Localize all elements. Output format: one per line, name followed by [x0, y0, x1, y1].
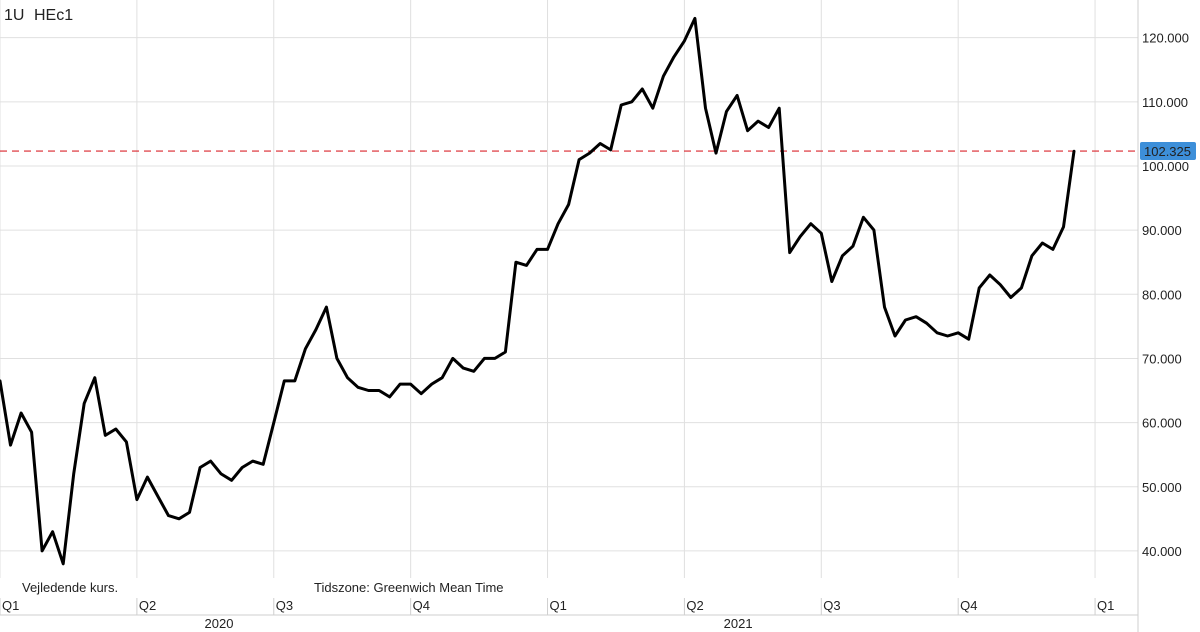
y-tick-label: 110.000 — [1142, 95, 1188, 110]
horizontal-gridlines — [0, 37, 1138, 552]
year-label: 2021 — [724, 616, 753, 631]
year-label: 2020 — [205, 616, 234, 631]
quarter-label: Q1 — [550, 598, 567, 613]
y-tick-label: 40.000 — [1142, 544, 1182, 559]
last-price-label: 102.325 — [1144, 144, 1191, 159]
period-label: 1U — [4, 7, 24, 24]
last-price-badge — [1140, 142, 1196, 161]
quarter-label: Q4 — [413, 598, 430, 613]
year-tick-labels: 202020212022 — [205, 616, 753, 631]
y-tick-label: 50.000 — [1142, 480, 1182, 495]
y-tick-label: 70.000 — [1142, 351, 1182, 366]
y-tick-label: 100.000 — [1142, 159, 1189, 174]
quarter-label: Q3 — [823, 598, 840, 613]
quarter-label: Q3 — [276, 598, 293, 613]
y-tick-label: 120.000 — [1142, 31, 1189, 46]
y-tick-label: 60.000 — [1142, 416, 1182, 431]
quarter-tick-labels: Q1 Q2 Q3 Q4 Q1 Q2 Q3 Q4 Q1 — [2, 598, 1114, 613]
vertical-gridlines — [0, 0, 1096, 615]
series-line — [0, 16, 1076, 566]
quarter-label: Q2 — [686, 598, 703, 613]
quarter-label: Q4 — [960, 598, 977, 613]
indicative-note: Vejledende kurs. — [22, 580, 118, 595]
quarter-label: Q1 — [2, 598, 19, 613]
y-tick-label: 80.000 — [1142, 287, 1182, 302]
timezone-note: Tidszone: Greenwich Mean Time — [314, 580, 504, 595]
quarter-label: Q1 — [1097, 598, 1114, 613]
y-tick-label: 90.000 — [1142, 223, 1182, 238]
y-tick-labels: 40.000 50.000 60.000 70.000 80.000 90.000 100.… — [1142, 31, 1189, 559]
symbol-label: HEc1 — [34, 7, 73, 24]
quarter-label: Q2 — [139, 598, 156, 613]
